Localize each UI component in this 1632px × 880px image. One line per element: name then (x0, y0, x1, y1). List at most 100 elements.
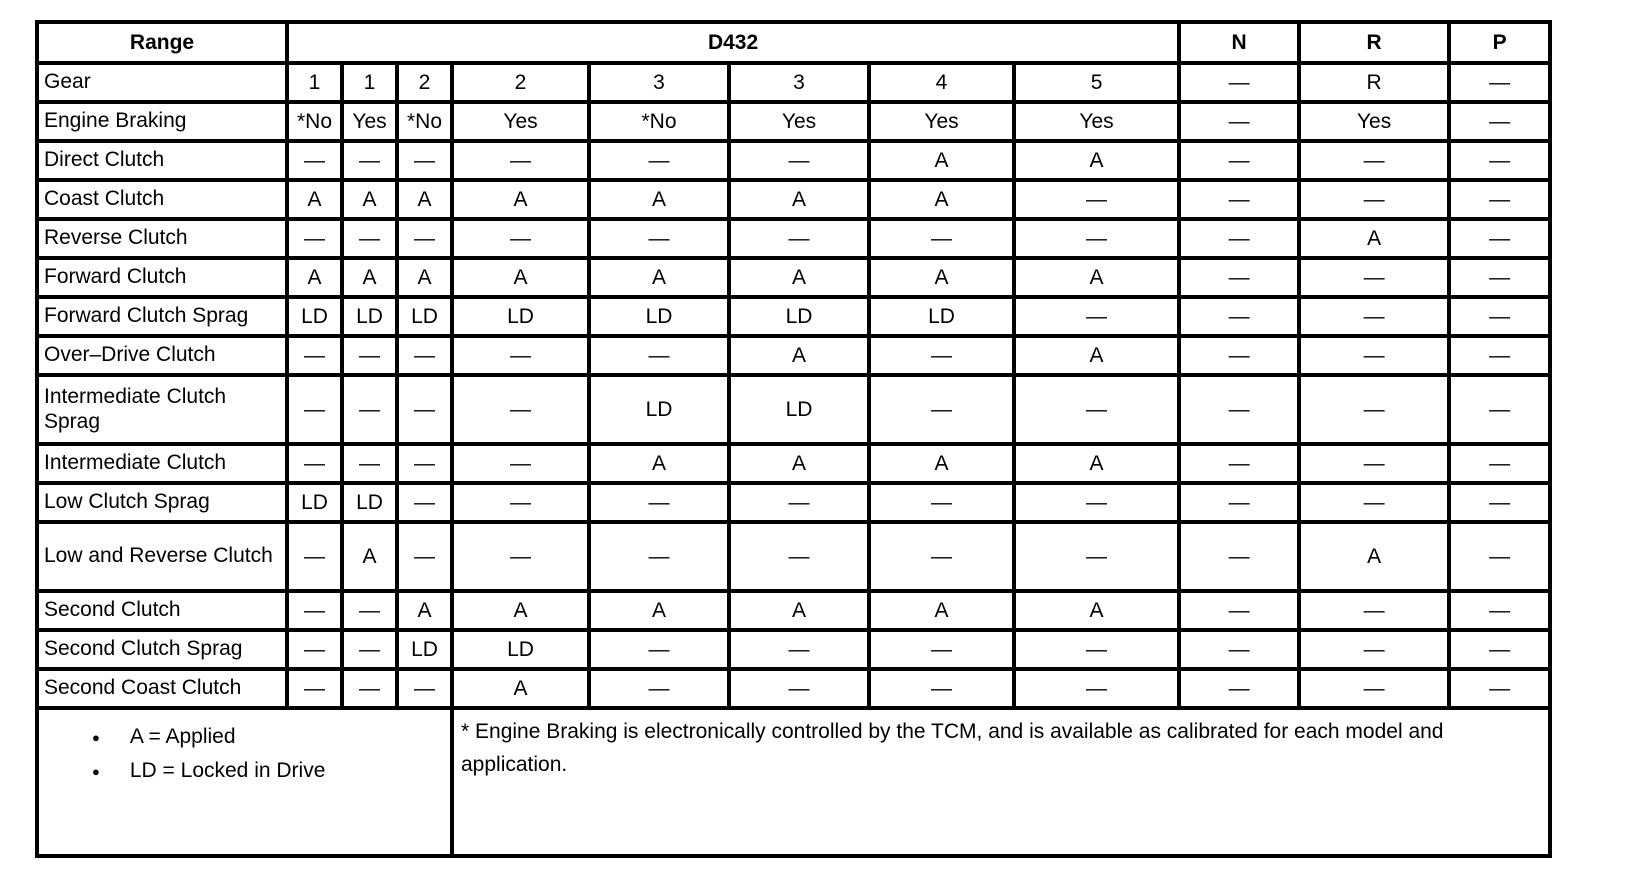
value-cell: — (1447, 217, 1553, 260)
row-label: Reverse Clutch (35, 217, 289, 260)
value-cell: — (867, 667, 1016, 710)
value-cell: — (867, 373, 1016, 446)
value-cell: A (285, 256, 344, 299)
value-cell: R (1297, 61, 1452, 104)
value-cell: A (727, 178, 871, 221)
value-cell: 3 (727, 61, 871, 104)
value-cell: A (1011, 589, 1182, 632)
value-cell: — (727, 628, 871, 671)
table-row: Low Clutch Sprag LD LD — — — — — — — — — (35, 481, 1553, 524)
value-cell: A (340, 256, 399, 299)
value-cell: 2 (395, 61, 454, 104)
value-cell: — (1011, 178, 1182, 221)
value-cell: — (1011, 217, 1182, 260)
value-cell: — (340, 139, 399, 182)
clutch-application-table: Range D432 N R P Gear 1 1 2 2 3 3 4 5— R — Engine B… (35, 20, 1553, 858)
value-cell: Yes (867, 100, 1016, 143)
value-cell: — (285, 589, 344, 632)
value-cell: A (587, 256, 731, 299)
value-cell: A (867, 589, 1016, 632)
value-cell: A (867, 442, 1016, 485)
value-cell: — (450, 373, 591, 446)
value-cell: — (285, 442, 344, 485)
value-cell: A (1011, 442, 1182, 485)
value-cell: — (340, 442, 399, 485)
value-cell: — (587, 217, 731, 260)
d432-header: D432 (284, 20, 1182, 65)
value-cell: — (340, 628, 399, 671)
value-cell: A (1297, 217, 1452, 260)
value-cell: Yes (450, 100, 591, 143)
value-cell: — (395, 373, 454, 446)
value-cell: — (285, 373, 344, 446)
value-cell: — (340, 667, 399, 710)
neutral-header: N (1177, 20, 1302, 65)
value-cell: A (587, 442, 731, 485)
value-cell: LD (450, 295, 591, 338)
row-label: Intermediate Clutch (35, 442, 289, 485)
row-label: Gear (35, 61, 289, 104)
value-cell: A (1011, 256, 1182, 299)
row-label: Low and Reverse Clutch (35, 520, 289, 593)
value-cell: — (1177, 217, 1302, 260)
value-cell: — (450, 481, 591, 524)
legend-cell: ● A = Applied ● LD = Locked in Drive (35, 706, 454, 858)
value-cell: LD (395, 295, 454, 338)
value-cell: LD (395, 628, 454, 671)
row-label: Over–Drive Clutch (35, 334, 289, 377)
value-cell: A (727, 442, 871, 485)
value-cell: Yes (1011, 100, 1182, 143)
legend-list: ● A = Applied ● LD = Locked in Drive (41, 725, 448, 783)
value-cell: — (450, 217, 591, 260)
value-cell: Yes (340, 100, 399, 143)
value-cell: — (285, 628, 344, 671)
value-cell: — (285, 139, 344, 182)
table-row: Over–Drive Clutch — — — — — A — A — — — (35, 334, 1553, 377)
value-cell: — (1177, 373, 1302, 446)
value-cell: — (1297, 442, 1452, 485)
value-cell: — (1297, 295, 1452, 338)
row-label: Engine Braking (35, 100, 289, 143)
table-row: Forward Clutch Sprag LD LD LD LD LD LD LD — — — — (35, 295, 1553, 338)
value-cell: A (587, 178, 731, 221)
value-cell: — (1011, 520, 1182, 593)
value-cell: LD (340, 481, 399, 524)
value-cell: — (1177, 628, 1302, 671)
value-cell: — (587, 481, 731, 524)
value-cell: — (340, 217, 399, 260)
value-cell: *No (395, 100, 454, 143)
value-cell: — (587, 628, 731, 671)
value-cell: — (285, 217, 344, 260)
value-cell: A (867, 139, 1016, 182)
value-cell: — (1297, 373, 1452, 446)
value-cell: — (1177, 520, 1302, 593)
legend-item-label: LD = Locked in Drive (129, 759, 326, 782)
value-cell: Yes (727, 100, 871, 143)
value-cell: LD (867, 295, 1016, 338)
value-cell: 2 (450, 61, 591, 104)
value-cell: — (587, 520, 731, 593)
value-cell: A (340, 520, 399, 593)
value-cell: — (867, 334, 1016, 377)
value-cell: A (727, 589, 871, 632)
value-cell: — (867, 481, 1016, 524)
value-cell: — (587, 667, 731, 710)
row-label: Intermediate Clutch Sprag (35, 373, 289, 446)
value-cell: — (450, 520, 591, 593)
value-cell: — (1447, 334, 1553, 377)
value-cell: — (1297, 589, 1452, 632)
value-cell: — (1447, 139, 1553, 182)
value-cell: *No (587, 100, 731, 143)
value-cell: A (450, 256, 591, 299)
row-label: Second Clutch Sprag (35, 628, 289, 671)
value-cell: A (450, 589, 591, 632)
table-body: Gear 1 1 2 2 3 3 4 5— R — Engine Braking *No Yes *No Ye… (35, 61, 1553, 710)
value-cell: — (395, 139, 454, 182)
value-cell: — (1011, 628, 1182, 671)
value-cell: — (727, 481, 871, 524)
table-row: Reverse Clutch — — — — — — — — — A — (35, 217, 1553, 260)
header-row: Range D432 N R P (35, 20, 1553, 65)
value-cell: A (867, 256, 1016, 299)
value-cell: — (1447, 373, 1553, 446)
